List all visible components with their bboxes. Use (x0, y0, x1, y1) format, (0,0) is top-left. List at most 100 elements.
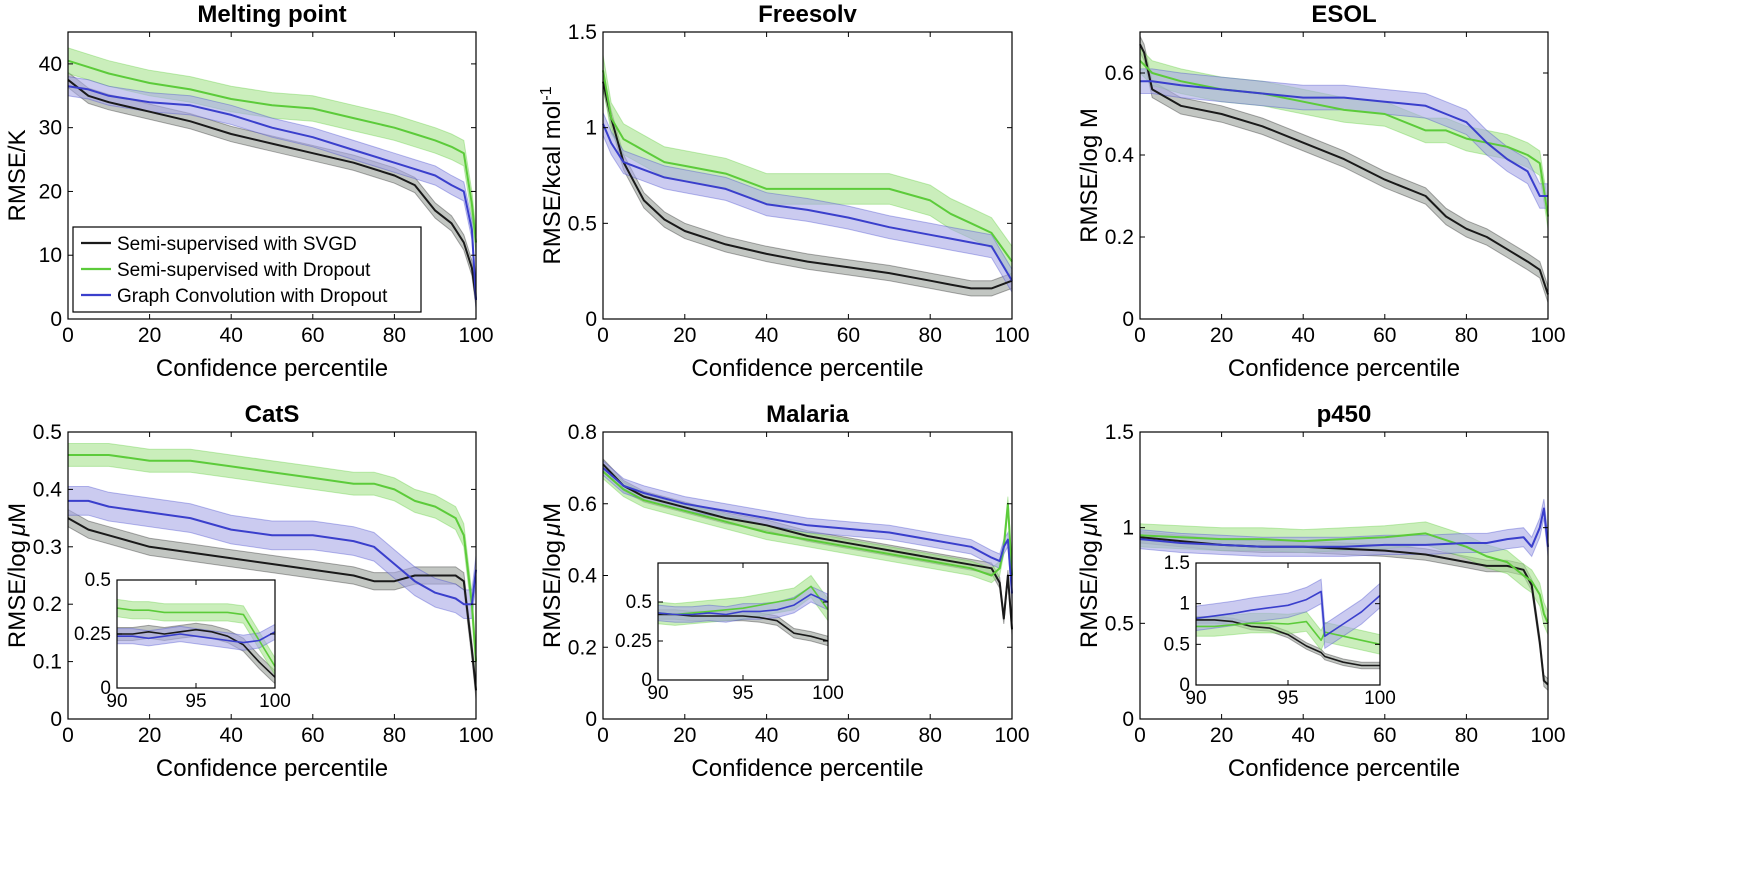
y-axis-label: RMSE/kcal mol-1 (538, 86, 566, 264)
y-axis-label: RMSE/log M (1076, 108, 1103, 243)
series-line-svgd (1139, 43, 1549, 295)
legend-label: Semi-supervised with Dropout (117, 260, 371, 281)
x-tick-label: 90 (647, 683, 668, 704)
y-tick-label: 0.8 (568, 421, 597, 444)
panel-title: Freesolv (758, 1, 857, 28)
x-axis-label: Confidence percentile (156, 755, 388, 782)
y-tick-label: 0.6 (568, 493, 597, 516)
series-line-graph (1140, 80, 1548, 197)
y-tick-label: 30 (39, 117, 62, 140)
panel-title: p450 (1317, 401, 1372, 428)
x-tick-label: 0 (62, 724, 74, 747)
x-tick-label: 80 (1455, 724, 1478, 747)
y-tick-label: 0.6 (1105, 62, 1134, 85)
x-tick-label: 20 (673, 724, 696, 747)
inset-series-line-graph (117, 631, 276, 644)
x-tick-label: 100 (1530, 724, 1565, 747)
y-tick-label: 1.5 (1164, 553, 1190, 574)
y-tick-label: 0.5 (626, 592, 652, 613)
legend-label: Semi-supervised with SVGD (117, 234, 357, 255)
y-axis-label: RMSE/logμM (1076, 503, 1103, 648)
x-tick-label: 0 (597, 324, 609, 347)
y-tick-label: 0.2 (1105, 226, 1134, 249)
x-tick-label: 0 (62, 324, 74, 347)
x-tick-label: 60 (301, 324, 324, 347)
x-axis-label: Confidence percentile (1228, 355, 1460, 382)
x-tick-label: 80 (383, 724, 406, 747)
y-tick-label: 0.3 (33, 536, 62, 559)
x-tick-label: 60 (1373, 724, 1396, 747)
y-tick-label: 40 (39, 53, 62, 76)
series-line-svgd (602, 463, 1013, 630)
x-tick-label: 95 (185, 691, 206, 712)
x-tick-label: 100 (994, 724, 1029, 747)
y-tick-label: 0 (100, 678, 111, 699)
y-tick-label: 0 (585, 708, 597, 731)
y-tick-label: 1.5 (1105, 421, 1134, 444)
inset-series-line-svgd (1196, 619, 1380, 667)
legend-box (72, 226, 422, 313)
x-tick-label: 60 (301, 724, 324, 747)
y-tick-label: 0 (1122, 708, 1134, 731)
y-tick-label: 0.5 (568, 212, 597, 235)
legend: Semi-supervised with SVGD Semi-supervised… (72, 226, 422, 313)
y-tick-label: 1 (1179, 594, 1190, 615)
y-tick-label: 0.25 (615, 631, 652, 652)
series-line-graph (1139, 507, 1549, 548)
series-line-dropout (1139, 59, 1549, 217)
inset-series-line-dropout (657, 585, 829, 616)
inset-series-line-svgd (117, 628, 276, 678)
x-tick-label: 100 (458, 724, 493, 747)
x-tick-label: 60 (1373, 324, 1396, 347)
panel-title: CatS (245, 401, 300, 428)
y-axis-label: RMSE/logμM (539, 503, 566, 648)
y-tick-label: 0 (50, 708, 62, 731)
inset-plot: 90 95 100 0 0.25 0.5 (74, 570, 291, 712)
x-tick-label: 90 (1185, 688, 1206, 709)
x-axis-label: Confidence percentile (156, 355, 388, 382)
x-tick-label: 100 (458, 324, 493, 347)
y-tick-label: 1.5 (568, 21, 597, 44)
inset-series-line-graph (1195, 590, 1381, 637)
y-tick-label: 0.5 (85, 570, 111, 591)
x-axis-label: Confidence percentile (1228, 755, 1460, 782)
y-tick-label: 0 (641, 670, 652, 691)
y-tick-label: 0.2 (33, 593, 62, 616)
y-tick-label: 1 (1122, 517, 1134, 540)
x-tick-label: 100 (994, 324, 1029, 347)
y-axis-label: RMSE/logμM (4, 503, 31, 648)
series-line-svgd (602, 81, 1013, 290)
series-line-graph (602, 467, 1013, 594)
y-tick-label: 20 (39, 180, 62, 203)
x-tick-label: 80 (919, 324, 942, 347)
y-tick-label: 0.5 (1105, 612, 1134, 635)
x-tick-label: 95 (732, 683, 753, 704)
x-tick-label: 90 (106, 691, 127, 712)
x-axis-label: Confidence percentile (691, 755, 923, 782)
panel-esol: 0 20 40 60 80 100 0 0.2 0.4 0.6 ESOL Confidence per… (1076, 1, 1566, 382)
axes-frame (1139, 431, 1549, 720)
panel-cats: 0 20 40 60 80 100 0 0.1 0.2 0.3 0.4 0.5 CatS Confiden… (4, 401, 494, 782)
y-tick-label: 0.4 (1105, 144, 1135, 167)
x-tick-label: 20 (138, 724, 161, 747)
x-tick-label: 40 (220, 324, 243, 347)
x-tick-label: 80 (1455, 324, 1478, 347)
x-tick-label: 40 (755, 724, 778, 747)
panel-title: Melting point (197, 1, 346, 28)
x-tick-label: 100 (812, 683, 844, 704)
inset-series-line-dropout (1196, 620, 1381, 646)
inset-series-line-dropout (116, 607, 276, 667)
legend-label: Graph Convolution with Dropout (117, 286, 388, 307)
x-tick-label: 100 (259, 691, 291, 712)
panel-title: Malaria (766, 401, 849, 428)
inset-series-line-svgd (658, 613, 829, 642)
x-tick-label: 40 (755, 324, 778, 347)
y-tick-label: 0.4 (33, 478, 63, 501)
x-tick-label: 20 (1210, 324, 1233, 347)
x-tick-label: 100 (1530, 324, 1565, 347)
x-tick-label: 0 (1134, 324, 1146, 347)
x-tick-label: 60 (837, 324, 860, 347)
axes-frame (67, 431, 477, 720)
x-tick-label: 40 (1292, 724, 1315, 747)
